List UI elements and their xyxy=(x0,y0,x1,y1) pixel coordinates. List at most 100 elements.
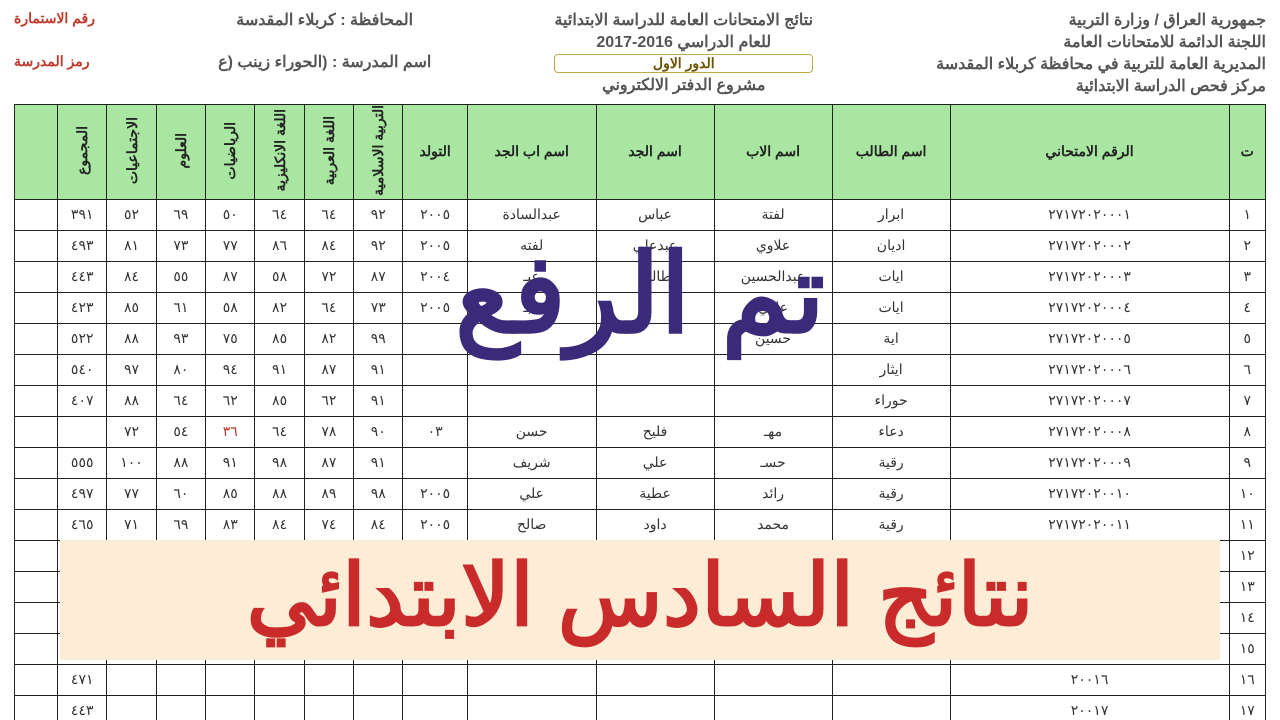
cell xyxy=(15,571,58,602)
cell: ٥٥ xyxy=(156,261,205,292)
cell xyxy=(15,478,58,509)
table-row: ١٢٧١٧٢٠٢٠٠٠١ابرارلفتةعباسعبدالسادة٢٠٠٥٩٢… xyxy=(15,199,1266,230)
cell xyxy=(403,571,467,602)
cell xyxy=(107,571,156,602)
cell: حسـ xyxy=(714,447,832,478)
hr-line: مركز فحص الدراسة الابتدائية xyxy=(936,76,1266,96)
cell: ٢٠٠١٦ xyxy=(950,664,1229,695)
col-birth: التولد xyxy=(403,105,467,200)
col-grand: اسم الجد xyxy=(596,105,714,200)
cell xyxy=(15,509,58,540)
cell xyxy=(107,664,156,695)
cell: ٤٤٣ xyxy=(58,261,107,292)
cell: ٤٩٣ xyxy=(58,230,107,261)
table-row: ١٠٢٧١٧٢٠٢٠٠١٠رقيةرائدعطيةعلي٢٠٠٥٩٨٨٩٨٨٨٥… xyxy=(15,478,1266,509)
cell xyxy=(15,261,58,292)
cell: مهـ xyxy=(714,416,832,447)
cell: ٩٩ xyxy=(354,323,403,354)
col-subj-label: الاجتماعيات xyxy=(124,117,140,184)
cell: ٢٧١٧٢٠٢٠٠٠٤ xyxy=(950,292,1229,323)
cell: داود xyxy=(596,509,714,540)
cell: لفتة xyxy=(714,199,832,230)
cell: حسن xyxy=(467,416,596,447)
cell: ١٥ xyxy=(1229,633,1265,664)
cell: ٢٧١٧٢٠٢٠٠١٢ xyxy=(950,540,1229,571)
cell xyxy=(107,695,156,720)
cell: ٢٠٠١٣ xyxy=(950,571,1229,602)
cell xyxy=(403,354,467,385)
col-subj-label: الرياضيات xyxy=(222,122,238,180)
hc-line: نتائج الامتحانات العامة للدراسة الابتدائ… xyxy=(554,10,813,30)
cell xyxy=(255,664,304,695)
cell xyxy=(714,633,832,664)
cell xyxy=(403,633,467,664)
cell: ٢٧١٧٢٠٢٠٠١٠ xyxy=(950,478,1229,509)
cell: ايثار xyxy=(832,354,950,385)
cell: طالب xyxy=(596,261,714,292)
cell xyxy=(467,571,596,602)
cell: عبدعلي xyxy=(596,230,714,261)
cell: ٤٦٥ xyxy=(58,509,107,540)
cell: ٧٣ xyxy=(156,230,205,261)
cell xyxy=(596,664,714,695)
table-row: ٧٢٧١٧٢٠٢٠٠٠٧حوراء٩١٦٢٨٥٦٢٦٤٨٨٤٠٧ xyxy=(15,385,1266,416)
cell: ٢٠٠٥ xyxy=(403,292,467,323)
cell: ايات xyxy=(832,292,950,323)
cell: رقية xyxy=(832,447,950,478)
cell: ١٤ xyxy=(1229,602,1265,633)
cell: ٥٨ xyxy=(255,261,304,292)
cell: ٨٧ xyxy=(354,261,403,292)
cell: ١ xyxy=(1229,199,1265,230)
col-subj-2: اللغة العربية xyxy=(304,105,353,200)
cell xyxy=(832,633,950,664)
cell xyxy=(596,385,714,416)
cell xyxy=(403,447,467,478)
cell: اديان xyxy=(832,230,950,261)
cell: ٦٤ xyxy=(304,292,353,323)
cell xyxy=(15,695,58,720)
cell: ٦٩ xyxy=(156,199,205,230)
cell: ٧٧ xyxy=(107,478,156,509)
cell: ١٧ xyxy=(1229,695,1265,720)
cell: ٩١ xyxy=(354,385,403,416)
cell xyxy=(15,416,58,447)
cell: ٢٠٠٥ xyxy=(403,230,467,261)
cell: ٨٤ xyxy=(304,230,353,261)
cell: ٨٢ xyxy=(304,323,353,354)
cell xyxy=(255,633,304,664)
table-row: ٦٢٧١٧٢٠٢٠٠٠٦ايثار٩١٨٧٩١٩٤٨٠٩٧٥٤٠ xyxy=(15,354,1266,385)
cell xyxy=(15,602,58,633)
cell xyxy=(714,695,832,720)
hr-line: اللجنة الدائمة للامتحانات العامة xyxy=(936,32,1266,52)
cell: ٨٥ xyxy=(107,292,156,323)
cell: عبـ xyxy=(467,292,596,323)
hc-line: للعام الدراسي 2016-2017 xyxy=(554,32,813,52)
cell xyxy=(15,664,58,695)
cell xyxy=(107,602,156,633)
cell: علي xyxy=(596,447,714,478)
cell: ٤٥١ xyxy=(58,540,107,571)
cell: ٥٤٠ xyxy=(58,354,107,385)
cell: ٧٨ xyxy=(304,416,353,447)
cell: ٨٥ xyxy=(255,385,304,416)
cell: ٢٠٠١٤ xyxy=(950,602,1229,633)
cell: ٨٠ xyxy=(156,354,205,385)
cell xyxy=(206,602,255,633)
header-center: نتائج الامتحانات العامة للدراسة الابتدائ… xyxy=(554,10,813,95)
cell: ٩١ xyxy=(206,447,255,478)
table-row: ٨٢٧١٧٢٠٢٠٠٠٨دعاءمهـفليححسن٠٣٩٠٧٨٦٤٣٦٥٤٧٢ xyxy=(15,416,1266,447)
cell: ٥٠ xyxy=(206,199,255,230)
cell: ٩٢ xyxy=(354,199,403,230)
cell: ٢٧١٧٢٠٢٠٠٠٢ xyxy=(950,230,1229,261)
cell: ٨ xyxy=(1229,416,1265,447)
cell xyxy=(304,664,353,695)
header-right: جمهورية العراق / وزارة التربية اللجنة ال… xyxy=(936,10,1266,96)
cell xyxy=(467,633,596,664)
cell: ٩١ xyxy=(354,354,403,385)
gov-value: كربلاء المقدسة xyxy=(236,12,335,29)
cell: عادي xyxy=(714,292,832,323)
cell: ٦٤ xyxy=(255,199,304,230)
cell: اية xyxy=(832,323,950,354)
cell: لفته xyxy=(467,230,596,261)
cell: ١٣ xyxy=(1229,571,1265,602)
